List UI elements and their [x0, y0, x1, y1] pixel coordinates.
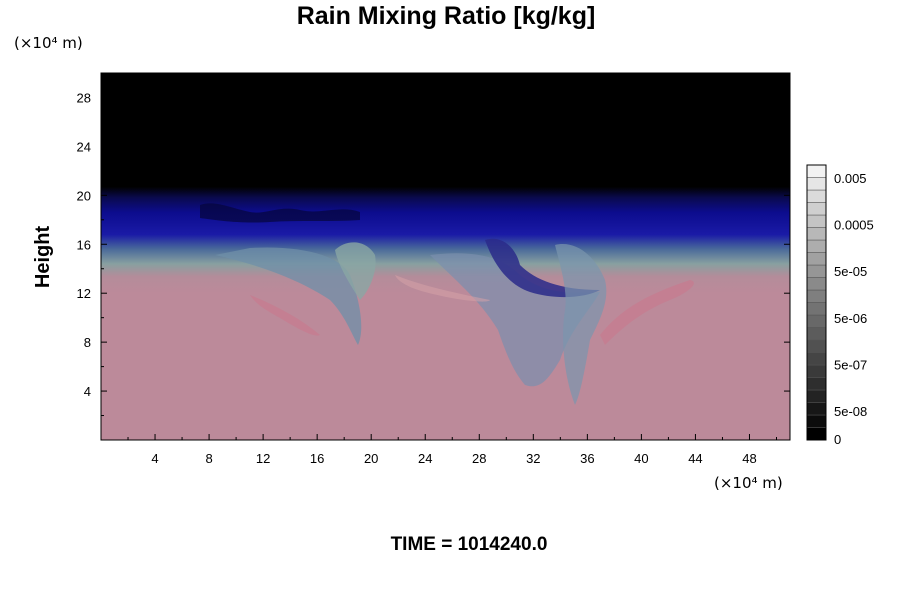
plot-frame	[100, 72, 791, 441]
colorbar-label: 5e-08	[834, 404, 867, 419]
x-tick-label: 16	[310, 451, 324, 466]
x-tick-label: 48	[742, 451, 756, 466]
y-tick-label: 12	[77, 286, 91, 301]
y-axis: 4 8 12 16 20 24 28	[77, 90, 790, 417]
x-tick-label: 44	[688, 451, 702, 466]
top-edge-wisps	[200, 203, 360, 223]
y-tick-label: 4	[84, 384, 91, 399]
colorbar-swatch	[806, 252, 827, 266]
colorbar-label: 5e-07	[834, 357, 867, 372]
y-tick-label: 16	[77, 237, 91, 252]
colorbar-swatch	[806, 377, 827, 391]
streak-right	[600, 280, 694, 345]
colorbar-label: 5e-06	[834, 311, 867, 326]
plot-area	[101, 73, 790, 440]
colorbar-swatch	[806, 189, 827, 203]
y-axis-title: Height	[32, 226, 54, 289]
colorbar-swatch	[806, 327, 827, 341]
x-axis: 4 8 12 16 20 24 28 32 36 40 44 48	[127, 73, 777, 466]
time-label: TIME = 1014240.0	[391, 534, 548, 555]
colorbar-swatch	[806, 314, 827, 328]
x-tick-label: 24	[418, 451, 432, 466]
plume-left-core	[335, 242, 376, 300]
colorbar: 0.005 0.0005 5e-05 5e-06 5e-07 5e-08 0	[806, 164, 874, 447]
plume-left	[215, 247, 362, 345]
colorbar-swatch	[806, 389, 827, 403]
colorbar-swatch	[806, 202, 827, 216]
x-tick-label: 40	[634, 451, 648, 466]
x-tick-label: 20	[364, 451, 378, 466]
colorbar-swatch	[806, 164, 827, 178]
x-tick-label: 28	[472, 451, 486, 466]
y-tick-label: 20	[77, 188, 91, 203]
colorbar-swatch	[806, 339, 827, 353]
colorbar-swatch	[806, 414, 827, 428]
x-tick-label: 12	[256, 451, 270, 466]
colorbar-frame	[806, 164, 827, 441]
colorbar-label: 5e-05	[834, 264, 867, 279]
colorbar-swatch	[806, 427, 827, 441]
y-tick-label: 28	[77, 90, 91, 105]
colorbar-swatch	[806, 302, 827, 316]
colorbar-swatch	[806, 289, 827, 303]
x-tick-label: 4	[151, 451, 158, 466]
x-tick-label: 8	[205, 451, 212, 466]
x-unit-label: (×10⁴ m)	[714, 474, 783, 492]
colorbar-swatch	[806, 277, 827, 291]
y-tick-label: 24	[77, 139, 91, 154]
streak-left	[250, 295, 320, 336]
chart-title: Rain Mixing Ratio [kg/kg]	[297, 2, 596, 30]
colorbar-swatch	[806, 227, 827, 241]
x-tick-label: 32	[526, 451, 540, 466]
x-tick-label: 36	[580, 451, 594, 466]
streak-center	[395, 275, 490, 302]
colorbar-swatch	[806, 352, 827, 366]
plume-center	[430, 253, 600, 387]
colorbar-swatch	[806, 177, 827, 191]
y-tick-label: 8	[84, 335, 91, 350]
plume-center-dark	[485, 238, 600, 298]
colorbar-swatch	[806, 264, 827, 278]
colorbar-label: 0.0005	[834, 218, 874, 233]
colorbar-swatch	[806, 214, 827, 228]
colorbar-label: 0	[834, 432, 841, 447]
colorbar-swatch	[806, 402, 827, 416]
plume-right	[555, 244, 607, 405]
colorbar-label: 0.005	[834, 171, 867, 186]
colorbar-swatch	[806, 239, 827, 253]
y-unit-label: (×10⁴ m)	[14, 34, 83, 52]
colorbar-swatch	[806, 364, 827, 378]
